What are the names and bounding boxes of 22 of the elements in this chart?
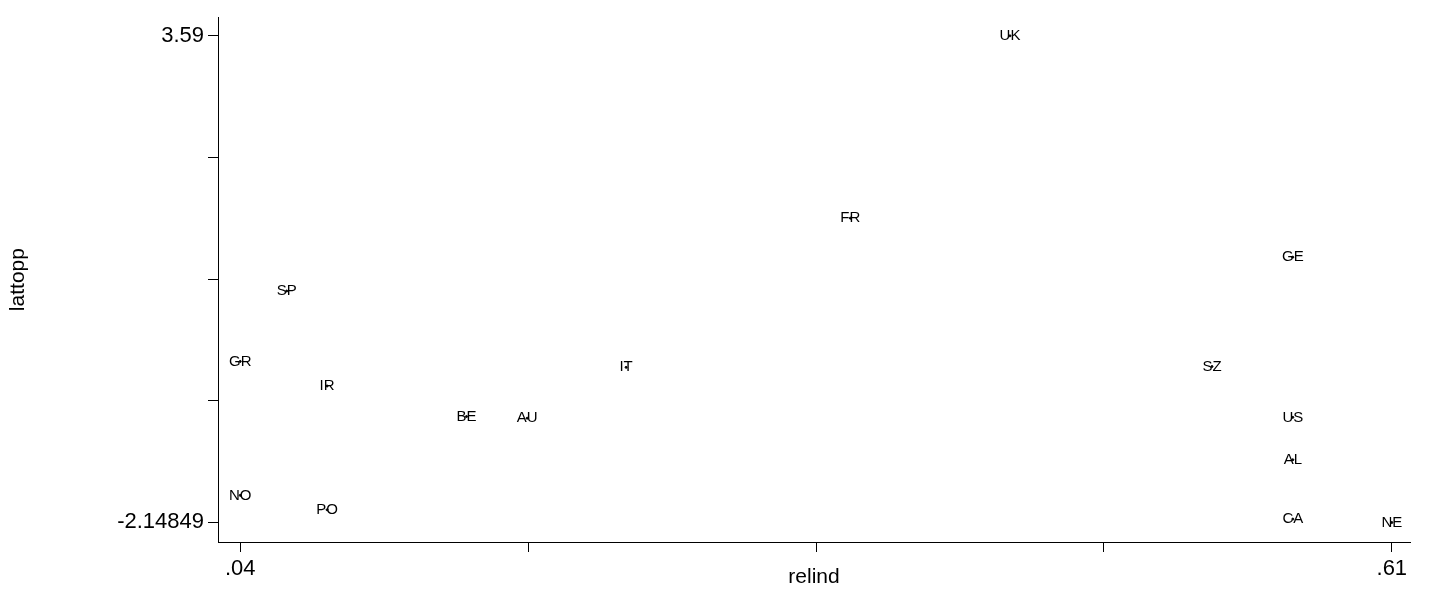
data-label: GR	[228, 351, 252, 369]
data-label: FR	[840, 208, 861, 226]
data-label: AU	[516, 408, 538, 426]
data-label: PO	[316, 499, 338, 517]
data-label: NO	[228, 485, 252, 503]
data-label: IT	[619, 357, 633, 375]
data-label: US	[1282, 407, 1304, 425]
data-label: IR	[319, 376, 335, 394]
x-axis-title: relind	[788, 564, 840, 588]
data-label: BE	[456, 406, 477, 424]
data-label: UK	[999, 25, 1021, 43]
data-label: CA	[1282, 509, 1304, 527]
data-label: SP	[276, 281, 297, 299]
data-label: NE	[1381, 512, 1403, 530]
x-tick-label: .04	[224, 555, 256, 581]
x-tick-label: .61	[1376, 555, 1408, 581]
data-label: SZ	[1202, 356, 1222, 374]
data-label: AL	[1283, 449, 1302, 467]
y-tick-label: 3.59	[161, 21, 204, 47]
y-axis-title: lattopp	[5, 248, 29, 312]
y-tick-label: -2.14849	[117, 508, 204, 534]
data-label: GE	[1281, 247, 1304, 265]
